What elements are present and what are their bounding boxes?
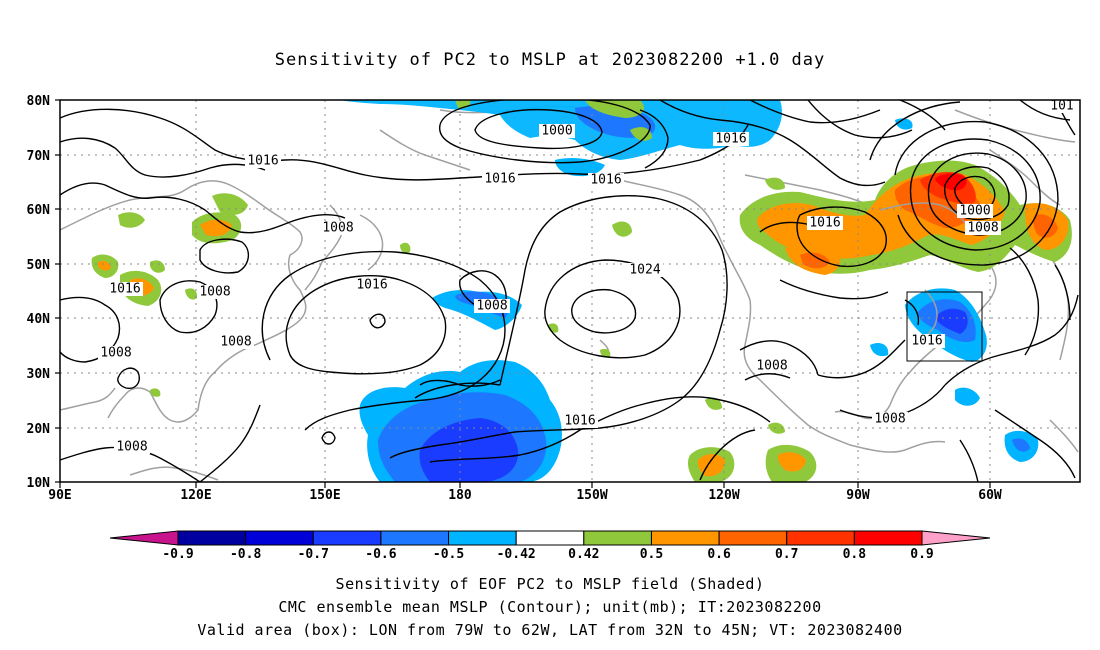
contour-label-background	[218, 335, 254, 349]
caption-shaded: Sensitivity of EOF PC2 to MSLP field (Sh…	[335, 575, 765, 593]
colorbar-high-extension	[921, 530, 991, 546]
lon-label: 90E	[48, 488, 71, 503]
map-title: Sensitivity of PC2 to MSLP at 2023082200…	[274, 50, 826, 70]
contour-label: 1016	[590, 173, 621, 188]
contour-label: 1008	[199, 285, 230, 300]
contour-label-background	[474, 299, 510, 313]
longitude-labels: 90E 120E 150E 180 150W 120W 90W 60W	[48, 488, 1002, 503]
contour-label: 1000	[959, 204, 990, 219]
contour-label: 1008	[116, 440, 147, 455]
contour-label-background	[482, 172, 518, 186]
colorbar-label: -0.42	[497, 547, 536, 562]
latitude-labels: 80N 70N 60N 50N 40N 30N 20N 10N	[27, 94, 51, 491]
contour-label-background	[713, 132, 749, 146]
colorbar-label: -0.8	[230, 547, 261, 562]
contour-label-background	[588, 173, 624, 187]
lat-label: 70N	[27, 149, 51, 164]
contour-label: 1008	[874, 412, 905, 427]
colorbar-swatch	[245, 530, 314, 546]
contour-label-background	[807, 216, 843, 230]
contour-label-background	[965, 221, 1001, 235]
contour-label: 1016	[715, 132, 746, 147]
caption-contour: CMC ensemble mean MSLP (Contour); unit(m…	[278, 598, 822, 616]
contour-label-background	[754, 359, 790, 373]
contour-label-background	[562, 414, 598, 428]
colorbar-low-extension	[109, 530, 179, 546]
contour-label-background	[1048, 100, 1076, 113]
contour-label: 1016	[911, 334, 942, 349]
contour-label: 1016	[564, 414, 595, 429]
contour-label-background	[114, 440, 150, 454]
colorbar-swatch	[515, 530, 585, 546]
colorbar-label: 0.42	[568, 547, 599, 562]
contour-label-background	[872, 412, 908, 426]
valid-area-box	[906, 291, 983, 362]
contour-label: 1008	[322, 221, 353, 236]
colorbar-label: -0.9	[162, 547, 193, 562]
contour-label-background	[98, 346, 134, 360]
lon-label: 180	[448, 488, 472, 503]
contour-label: 1016	[484, 172, 515, 187]
lat-label: 10N	[27, 476, 51, 491]
contour-label-background	[539, 124, 575, 138]
colorbar-label: 0.6	[707, 547, 731, 562]
colorbar-label: 0.5	[640, 547, 663, 562]
plot-frame	[59, 99, 1081, 483]
contour-labels: 1000 1016 1016 1016 1016 1008 1016 1008 1016 1008…	[98, 99, 1076, 455]
contour-label: 101	[1050, 99, 1073, 114]
colorbar-swatch	[583, 530, 652, 546]
axis-ticks	[55, 99, 991, 488]
contour-label-background	[245, 154, 281, 168]
contour-label-background	[320, 221, 356, 235]
contour-label-background	[627, 263, 663, 277]
lon-label: 150E	[309, 488, 340, 503]
colorbar-label: 0.8	[843, 547, 867, 562]
colorbar-swatch	[718, 530, 788, 546]
contour-label: 1000	[541, 124, 572, 139]
contour-label-background	[957, 204, 993, 218]
colorbar-label: -0.5	[433, 547, 464, 562]
contour-label-background	[354, 278, 390, 292]
lat-label: 50N	[27, 258, 51, 273]
colorbar-swatch	[177, 530, 247, 546]
contour-label: 1016	[109, 282, 140, 297]
contour-label: 1016	[809, 216, 840, 231]
contour-label: 1008	[967, 221, 998, 236]
colorbar-swatch	[312, 530, 382, 546]
lat-label: 80N	[27, 94, 51, 109]
lat-label: 60N	[27, 203, 51, 218]
contour-label: 1008	[476, 299, 507, 314]
colorbar-label: -0.6	[365, 547, 396, 562]
lat-label: 40N	[27, 312, 51, 327]
colorbar: -0.9 -0.8 -0.7 -0.6 -0.5 -0.42 0.42 0.5 0.6 0.7 0.…	[109, 530, 991, 562]
colorbar-label: -0.7	[298, 547, 329, 562]
lon-label: 90W	[846, 488, 870, 503]
lon-label: 120W	[708, 488, 739, 503]
contour-label: 1008	[100, 346, 131, 361]
contour-label: 1008	[220, 335, 251, 350]
contour-label-background	[107, 282, 143, 296]
contour-label: 1008	[756, 359, 787, 374]
contour-label: 1016	[356, 278, 387, 293]
colorbar-swatch	[448, 530, 517, 546]
lon-label: 150W	[576, 488, 607, 503]
colorbar-swatch	[786, 530, 855, 546]
colorbar-label: 0.9	[910, 547, 933, 562]
colorbar-swatch	[853, 530, 923, 546]
contour-label: 1024	[629, 263, 660, 278]
colorbar-swatch	[380, 530, 450, 546]
contour-label: 1016	[247, 154, 278, 169]
contour-label-background	[197, 285, 233, 299]
shaded-sensitivity	[91, 100, 1072, 482]
caption-valid-area: Valid area (box): LON from 79W to 62W, L…	[197, 621, 903, 639]
lat-label: 30N	[27, 367, 51, 382]
colorbar-label: 0.7	[775, 547, 798, 562]
colorbar-swatch	[650, 530, 720, 546]
contour-label-background	[909, 334, 945, 348]
lon-label: 120E	[180, 488, 211, 503]
lat-label: 20N	[27, 422, 51, 437]
mslp-contours	[60, 100, 1079, 482]
lon-label: 60W	[978, 488, 1002, 503]
